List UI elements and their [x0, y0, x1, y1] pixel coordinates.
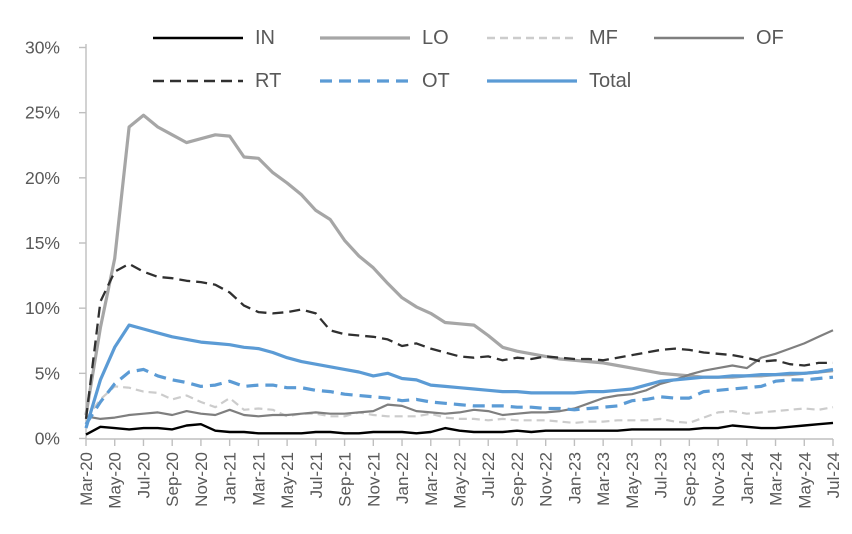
x-tick-label: Sep-21 [336, 452, 355, 507]
x-tick-label: May-20 [106, 452, 125, 509]
x-tick-label: Sep-20 [163, 452, 182, 507]
x-tick-label: May-22 [451, 452, 470, 509]
y-tick-label: 25% [25, 103, 60, 123]
series-line-in [85, 421, 834, 436]
y-tick-label: 5% [35, 363, 60, 383]
series-line-of [85, 329, 834, 420]
x-tick-label: Nov-21 [364, 452, 383, 507]
y-tick-label: 20% [25, 168, 60, 188]
y-tick-label: 10% [25, 298, 60, 318]
x-tick-label: Jul-20 [134, 452, 153, 498]
x-tick-label: Jan-22 [393, 452, 412, 504]
x-tick-label: May-23 [623, 452, 642, 509]
x-tick-label: Jan-24 [738, 452, 757, 504]
x-tick-label: Nov-20 [192, 452, 211, 507]
x-tick-label: Jan-21 [221, 452, 240, 504]
series-line-total [84, 323, 834, 429]
x-tick-label: Nov-23 [709, 452, 728, 507]
x-tick-label: Mar-22 [422, 452, 441, 506]
x-tick-label: Jul-22 [479, 452, 498, 498]
x-tick-label: Jul-24 [824, 452, 843, 498]
x-tick-label: May-21 [278, 452, 297, 509]
x-tick-label: Mar-21 [249, 452, 268, 506]
series-line-ot [84, 367, 834, 426]
x-tick-label: Sep-23 [680, 452, 699, 507]
x-tick-label: Mar-23 [594, 452, 613, 506]
x-tick-label: Jul-23 [652, 452, 671, 498]
x-tick-label: Jul-21 [307, 452, 326, 498]
x-tick-label: Mar-24 [767, 452, 786, 506]
series-line-mf [85, 385, 834, 424]
x-tick-label: Mar-20 [77, 452, 96, 506]
y-tick-label: 15% [25, 233, 60, 253]
x-tick-label: May-24 [795, 452, 814, 509]
series-line-rt [84, 262, 833, 420]
x-tick-label: Sep-22 [508, 452, 527, 507]
x-tick-label: Nov-22 [537, 452, 556, 507]
y-tick-label: 30% [25, 38, 60, 58]
x-tick-label: Jan-23 [565, 452, 584, 504]
series-line-lo [84, 113, 834, 416]
y-tick-label: 0% [35, 429, 60, 449]
